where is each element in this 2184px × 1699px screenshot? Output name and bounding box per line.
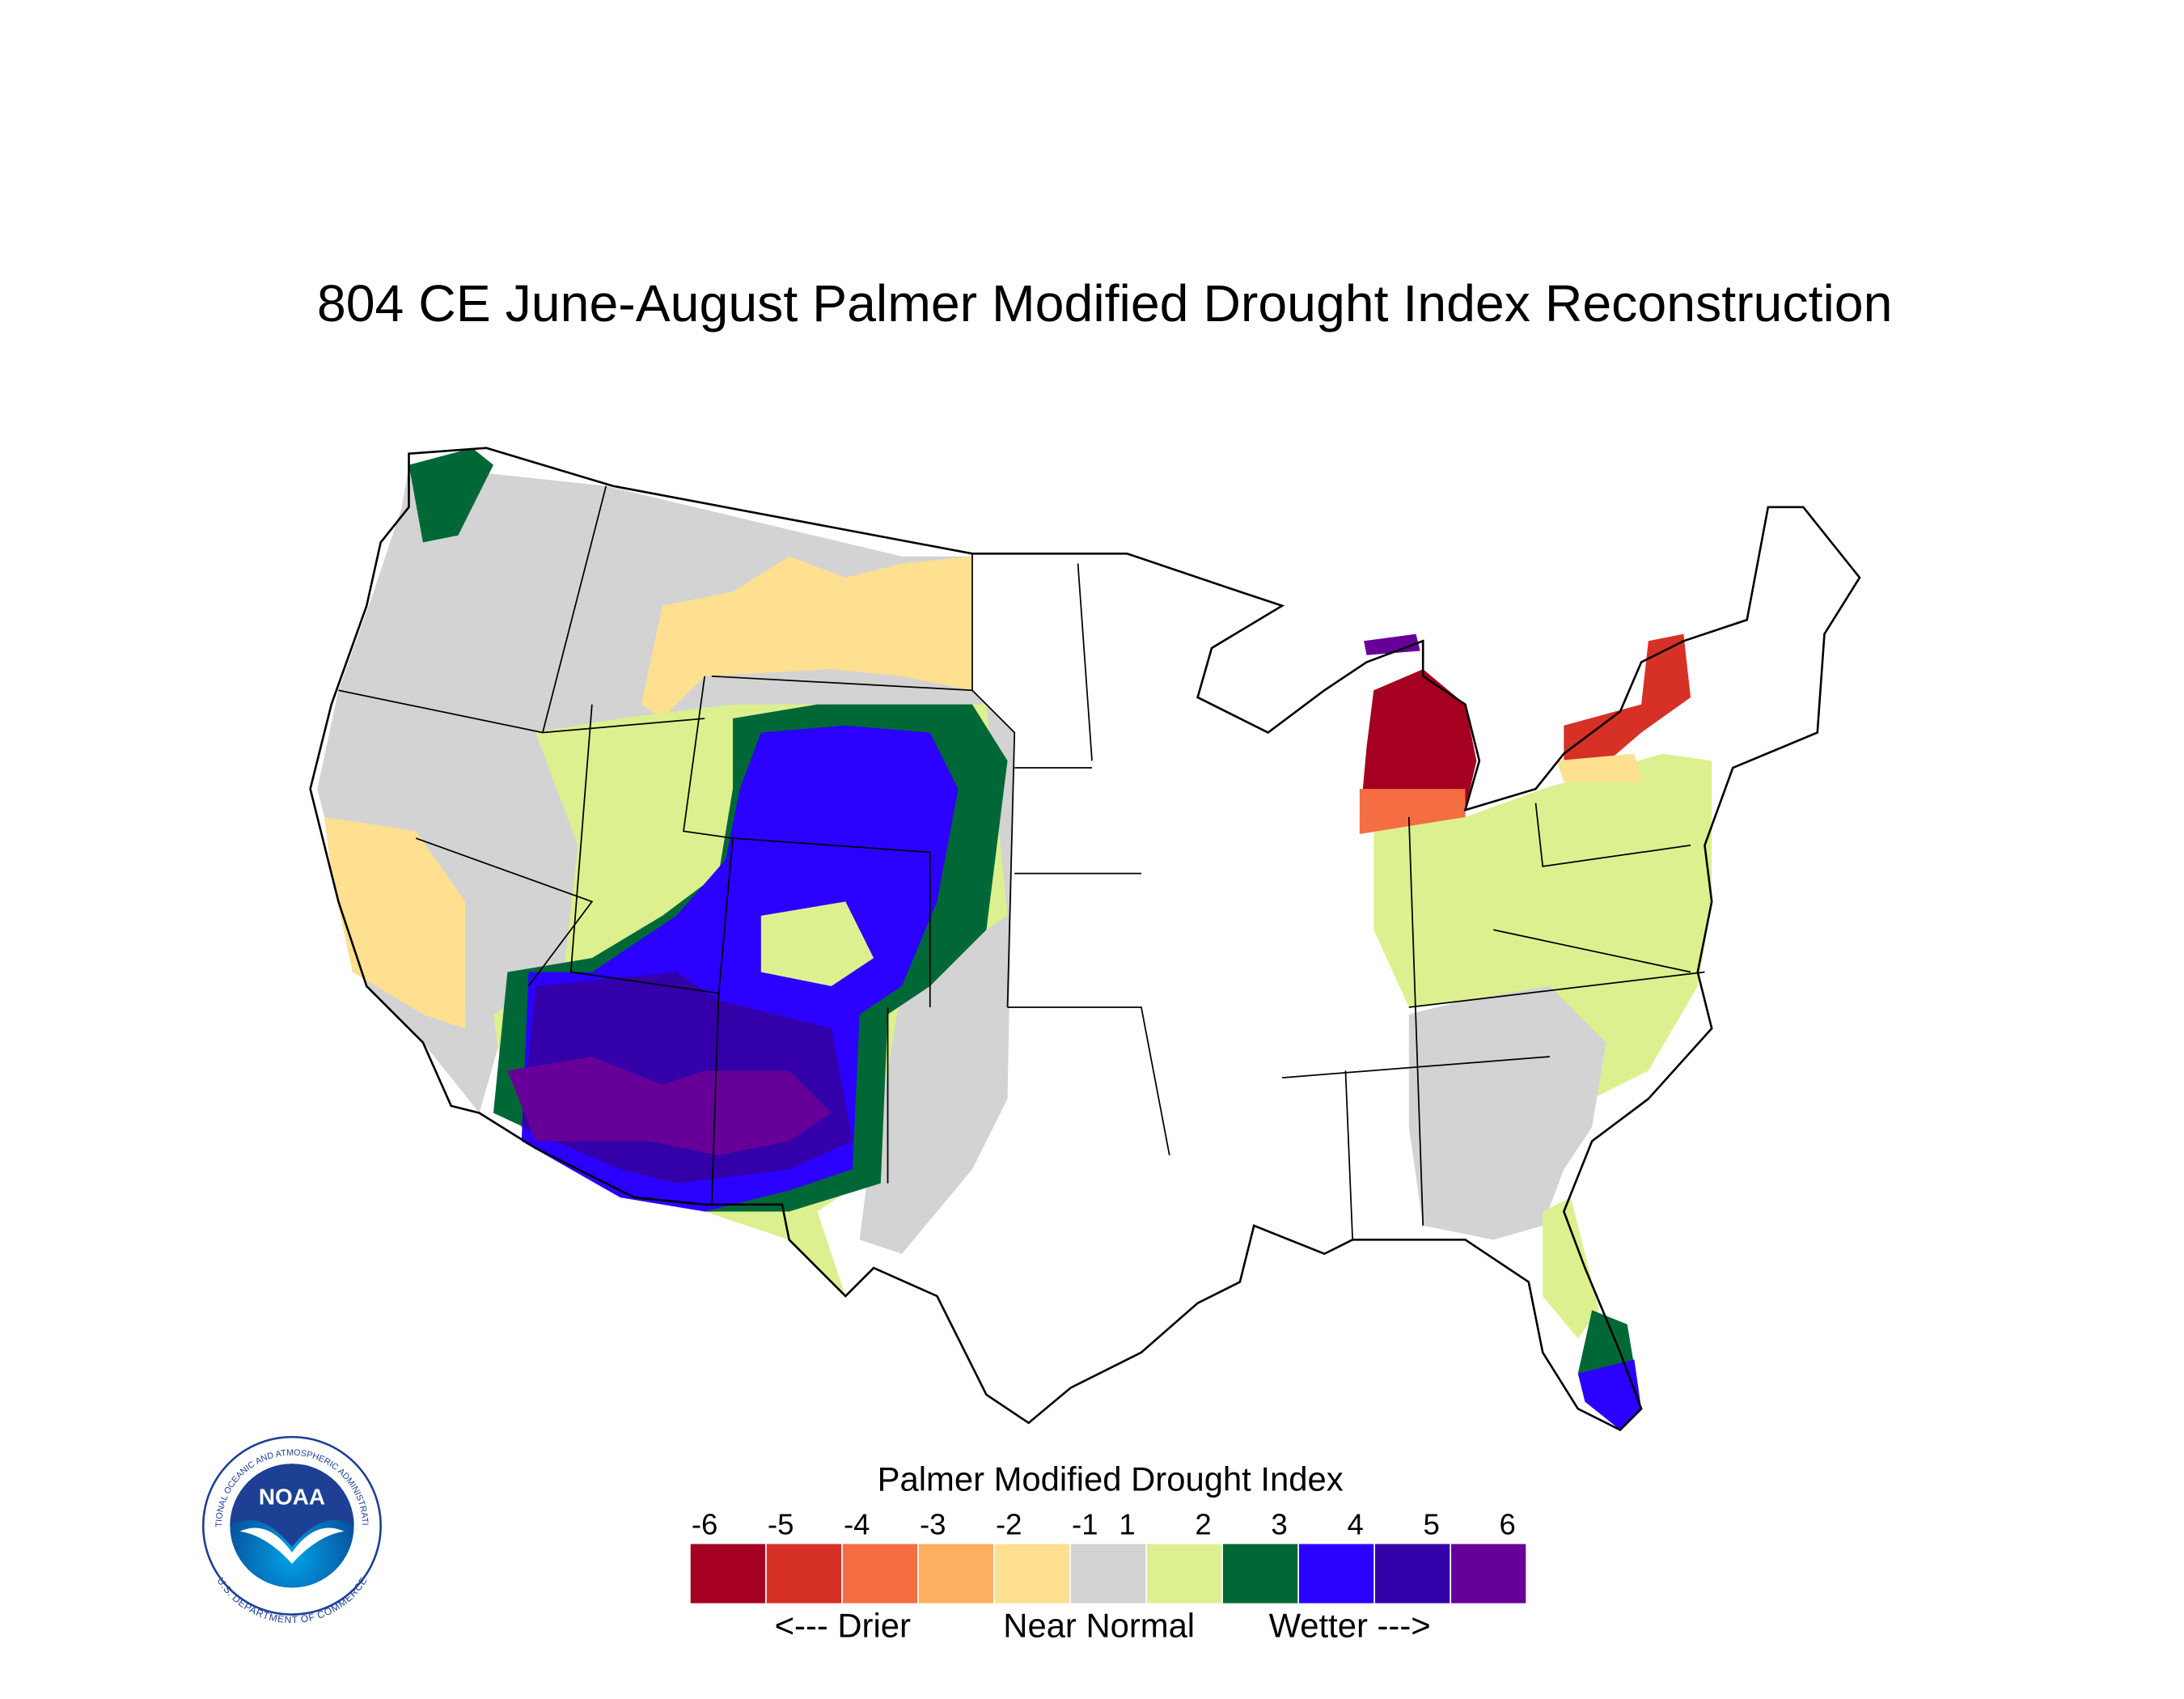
legend-label: -4 [844, 1507, 870, 1540]
legend-swatch [842, 1544, 918, 1604]
legend-label: -3 [920, 1507, 946, 1540]
logo-bird [239, 1527, 345, 1564]
legend-swatch [1375, 1544, 1450, 1604]
legend-label: 2 [1195, 1507, 1211, 1540]
legend-label: 5 [1423, 1507, 1439, 1540]
index-region [1564, 633, 1691, 775]
legend-label: 1 [1119, 1507, 1135, 1540]
legend-title: Palmer Modified Drought Index [878, 1460, 1344, 1498]
logo-ring-top: NATIONAL OCEANIC AND ATMOSPHERIC ADMINIS… [0, 0, 370, 1527]
index-region [1408, 985, 1606, 1240]
logo-ring-top-text: NATIONAL OCEANIC AND ATMOSPHERIC ADMINIS… [0, 0, 370, 1527]
index-region [1359, 669, 1477, 824]
logo-sky [230, 1464, 354, 1547]
legend-label: -2 [996, 1507, 1022, 1540]
index-region [760, 901, 874, 986]
index-region [507, 1056, 832, 1155]
index-region [1543, 1197, 1599, 1339]
legend-label: -5 [768, 1507, 794, 1540]
legend-swatch [690, 1544, 766, 1604]
index-region [1373, 753, 1712, 1099]
legend-swatch [994, 1544, 1070, 1604]
index-region [641, 556, 972, 719]
logo-name: NOAA [259, 1485, 325, 1510]
legend-label: -1 [1072, 1507, 1098, 1540]
legend-label: 3 [1271, 1507, 1287, 1540]
legend-swatch [766, 1544, 842, 1604]
legend: Palmer Modified Drought Index -6 -5 -4 -3 -2… [690, 1460, 1526, 1644]
legend-label: 4 [1347, 1507, 1363, 1540]
index-region [1364, 633, 1420, 655]
legend-swatch [918, 1544, 994, 1604]
us-map [309, 447, 1861, 1432]
title: 804 CE June-August Palmer Modified Droug… [317, 274, 1893, 333]
legend-swatch [1070, 1544, 1146, 1604]
legend-swatch [1222, 1544, 1298, 1604]
index-region [1556, 753, 1642, 782]
legend-caption: Near Normal [1003, 1606, 1195, 1644]
us-outline [309, 447, 1861, 1432]
legend-caption: Wetter ---> [1269, 1606, 1431, 1644]
legend-label: -6 [692, 1507, 717, 1540]
index-region [1577, 1310, 1635, 1374]
index-region [1359, 789, 1466, 834]
state-borders [338, 485, 1705, 1240]
legend-caption: <--- Drier [775, 1606, 911, 1644]
index-region [324, 816, 466, 1029]
legend-label: 6 [1500, 1507, 1516, 1540]
index-region [1577, 1359, 1642, 1430]
legend-swatch [1146, 1544, 1222, 1604]
legend-swatch [1451, 1544, 1526, 1604]
index-region [408, 447, 493, 543]
legend-swatch [1298, 1544, 1374, 1604]
